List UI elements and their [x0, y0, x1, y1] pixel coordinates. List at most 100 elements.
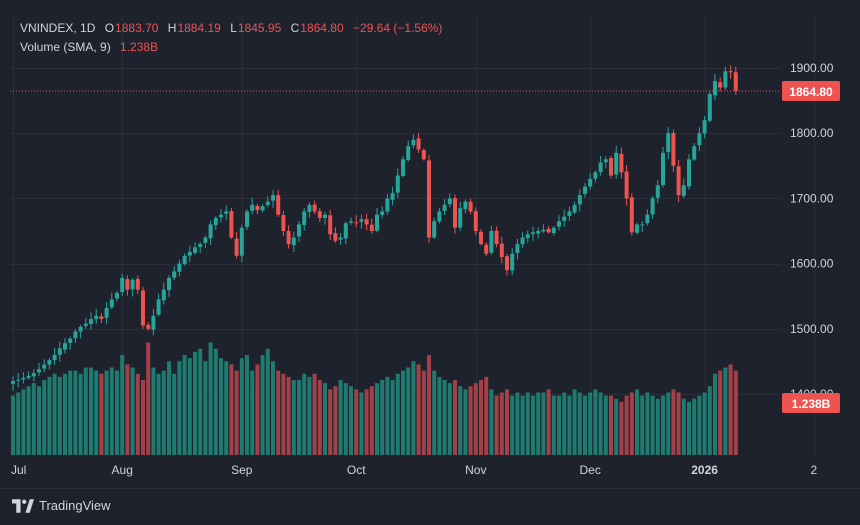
volume-bar [687, 401, 691, 455]
volume-bar [473, 383, 478, 455]
volume-bar [47, 376, 52, 455]
candle-body [208, 224, 213, 239]
candle-body [187, 251, 192, 256]
candle-body [146, 324, 151, 329]
volume-bar [661, 395, 665, 455]
volume-bar [229, 364, 234, 455]
candle-body [723, 71, 728, 88]
candle-body [406, 146, 411, 160]
tradingview-logo-icon [12, 498, 34, 513]
volume-bar [120, 355, 125, 455]
y-tick-label: 1600.00 [790, 257, 834, 271]
volume-bar [380, 380, 385, 455]
candle-body [598, 162, 603, 172]
volume-bar [141, 380, 145, 455]
candle-body [167, 277, 171, 291]
volume-bar [577, 392, 582, 455]
candle-body [52, 354, 57, 361]
volume-bar [536, 392, 541, 455]
candle-body [614, 152, 619, 175]
volume-bar [239, 358, 244, 455]
volume-bar [375, 383, 379, 455]
volume-bar [37, 386, 41, 455]
candle-body [468, 201, 473, 212]
candle-body [78, 326, 83, 332]
x-tick-label: 2 [810, 463, 817, 477]
volume-bar [723, 367, 728, 455]
volume-bar [463, 389, 468, 455]
candle-body [364, 219, 369, 225]
volume-bar [338, 380, 343, 455]
volume-bar [16, 392, 21, 455]
volume-bar [291, 380, 296, 455]
volume-bar [671, 389, 676, 455]
candle-body [135, 278, 140, 290]
candle-body [619, 153, 624, 173]
candle-body [349, 221, 353, 223]
candle-body [728, 71, 733, 73]
candle-body [271, 195, 275, 201]
candle-body [671, 132, 676, 166]
volume-bar [635, 389, 639, 455]
candle-body [203, 237, 208, 243]
candle-body [130, 279, 135, 290]
tradingview-brand[interactable]: TradingView [12, 498, 111, 513]
candle-body [572, 204, 577, 213]
candle-body [115, 292, 119, 299]
candle-body [697, 133, 702, 146]
y-tick-label: 1800.00 [790, 126, 834, 140]
volume-bar [489, 389, 494, 455]
candle-body [505, 256, 509, 271]
candle-body [551, 227, 556, 234]
candle-body [494, 230, 499, 245]
candle-body [172, 271, 177, 278]
candle-body [281, 215, 286, 231]
volume-bar [515, 392, 520, 455]
candle-body [328, 215, 333, 235]
brand-label: TradingView [39, 498, 111, 513]
candle-body [260, 206, 265, 211]
volume-bar [193, 351, 197, 455]
candle-body [104, 307, 109, 318]
candle-body [473, 211, 478, 231]
candle-body [31, 373, 36, 377]
volume-bar [510, 395, 515, 455]
volume-bar [208, 342, 213, 455]
volume-bar [42, 380, 47, 455]
candle-body [557, 221, 561, 227]
candle-body [432, 221, 437, 238]
candle-body [312, 204, 317, 212]
candle-body [510, 253, 515, 271]
candle-body [583, 186, 587, 194]
ohlc-legend: VNINDEX, 1D O1883.70 H1884.19 L1845.95 C… [20, 21, 443, 35]
volume-bar [499, 392, 504, 455]
candle-body [26, 375, 31, 378]
candle-body [57, 348, 62, 355]
candle-body [401, 159, 405, 177]
volume-bar [83, 367, 88, 455]
volume-bar [73, 370, 78, 455]
volume-bar [479, 380, 483, 455]
candle-body [479, 231, 483, 245]
candle-body [718, 82, 723, 88]
high-value: 1884.19 [177, 21, 221, 35]
candle-body [593, 172, 598, 179]
candle-body [416, 138, 421, 150]
volume-bar [494, 395, 499, 455]
volume-bar [437, 376, 442, 455]
volume-bar [78, 373, 83, 455]
volume-bar [505, 389, 509, 455]
candle-body [577, 195, 582, 205]
close-value: 1864.80 [300, 21, 344, 35]
candle-body [276, 195, 281, 215]
volume-bar [655, 398, 660, 455]
candle-body [390, 193, 395, 200]
volume-bar [203, 361, 208, 455]
candle-body [265, 201, 270, 205]
candle-body [499, 243, 504, 258]
candle-body [484, 244, 489, 254]
candle-body [234, 238, 239, 256]
candle-body [369, 224, 374, 231]
